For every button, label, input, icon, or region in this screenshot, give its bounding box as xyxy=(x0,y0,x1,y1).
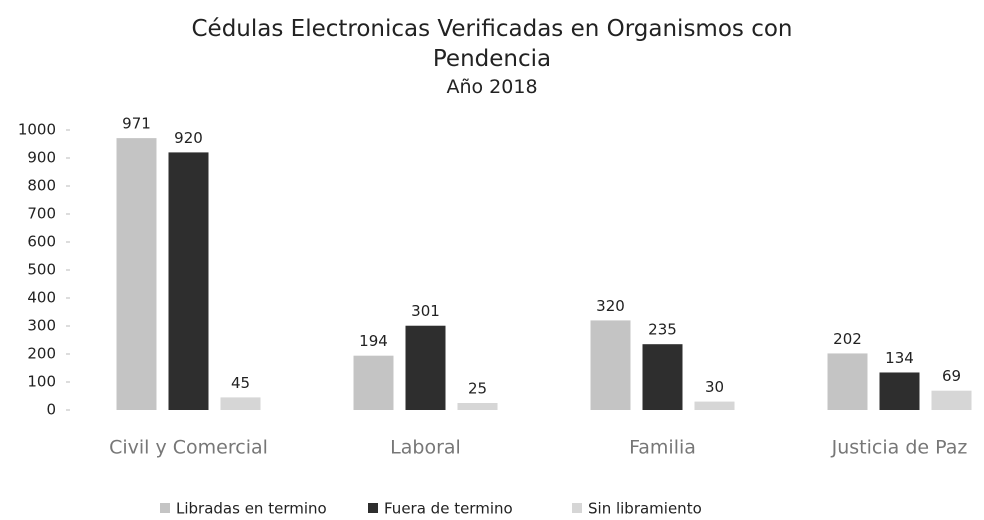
legend-label: Libradas en termino xyxy=(176,500,327,518)
y-tick-label: 500 xyxy=(27,261,56,279)
bar xyxy=(353,355,394,410)
bar xyxy=(457,403,498,410)
y-tick-label: 600 xyxy=(27,233,56,251)
bar xyxy=(405,325,446,410)
data-label: 235 xyxy=(648,321,677,339)
data-label: 25 xyxy=(468,380,487,398)
bar xyxy=(116,138,157,410)
data-label: 134 xyxy=(885,349,914,367)
bar xyxy=(694,401,735,410)
legend-swatch xyxy=(572,503,582,513)
legend-swatch xyxy=(368,503,378,513)
y-tick-label: 400 xyxy=(27,289,56,307)
legend-label: Fuera de termino xyxy=(384,500,513,518)
bar xyxy=(931,390,972,410)
data-label: 194 xyxy=(359,332,388,350)
y-tick-label: 700 xyxy=(27,205,56,223)
y-tick-label: 1000 xyxy=(18,121,56,139)
bar xyxy=(642,344,683,410)
bar xyxy=(879,372,920,410)
x-tick-label: Civil y Comercial xyxy=(109,437,268,459)
x-tick-label: Justicia de Paz xyxy=(831,437,968,459)
data-label: 920 xyxy=(174,129,203,147)
y-tick-label: 300 xyxy=(27,317,56,335)
data-label: 30 xyxy=(705,378,724,396)
bar xyxy=(168,152,209,410)
data-label: 45 xyxy=(231,374,250,392)
data-label: 69 xyxy=(942,367,961,385)
x-tick-label: Familia xyxy=(629,437,696,459)
legend-label: Sin libramiento xyxy=(588,500,702,518)
x-tick-label: Laboral xyxy=(390,437,461,459)
y-tick-label: 800 xyxy=(27,177,56,195)
y-tick-label: 100 xyxy=(27,373,56,391)
bar xyxy=(220,397,261,410)
data-label: 301 xyxy=(411,302,440,320)
bar xyxy=(590,320,631,410)
bar xyxy=(827,353,868,410)
chart-title: Cédulas Electronicas Verificadas en Orga… xyxy=(191,16,793,72)
data-label: 320 xyxy=(596,297,625,315)
data-label: 971 xyxy=(122,115,151,133)
y-tick-label: 0 xyxy=(46,401,56,419)
title-block: Cédulas Electronicas Verificadas en Orga… xyxy=(0,14,984,100)
y-tick-label: 900 xyxy=(27,149,56,167)
y-tick-label: 200 xyxy=(27,345,56,363)
legend-swatch xyxy=(160,503,170,513)
chart-subtitle: Año 2018 xyxy=(446,76,538,98)
data-label: 202 xyxy=(833,330,862,348)
